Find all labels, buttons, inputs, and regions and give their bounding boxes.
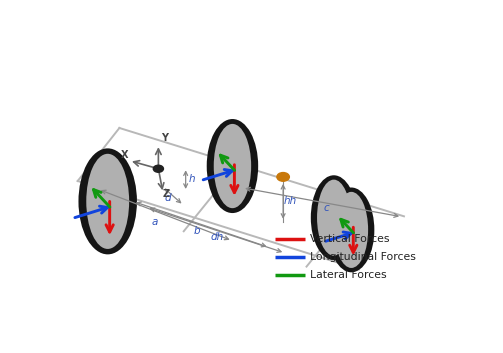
Text: Vertical Forces: Vertical Forces [310,234,390,244]
Ellipse shape [311,175,357,260]
Ellipse shape [207,119,258,213]
Text: a: a [151,217,157,227]
Circle shape [277,173,289,181]
Ellipse shape [328,187,374,272]
Ellipse shape [317,180,351,256]
Text: hh: hh [284,196,297,207]
Text: Z: Z [162,189,170,199]
Ellipse shape [334,192,368,268]
Text: Lateral Forces: Lateral Forces [310,270,387,280]
Text: c: c [323,203,329,213]
Text: Longitudinal Forces: Longitudinal Forces [310,252,416,262]
Text: d: d [164,193,171,203]
Ellipse shape [87,154,129,249]
Text: X: X [121,150,128,160]
Ellipse shape [78,148,137,255]
Ellipse shape [214,124,251,208]
Text: dh: dh [210,232,223,242]
Circle shape [153,165,163,172]
Text: b: b [194,226,201,236]
Text: h: h [189,174,196,184]
Text: Y: Y [161,133,168,143]
